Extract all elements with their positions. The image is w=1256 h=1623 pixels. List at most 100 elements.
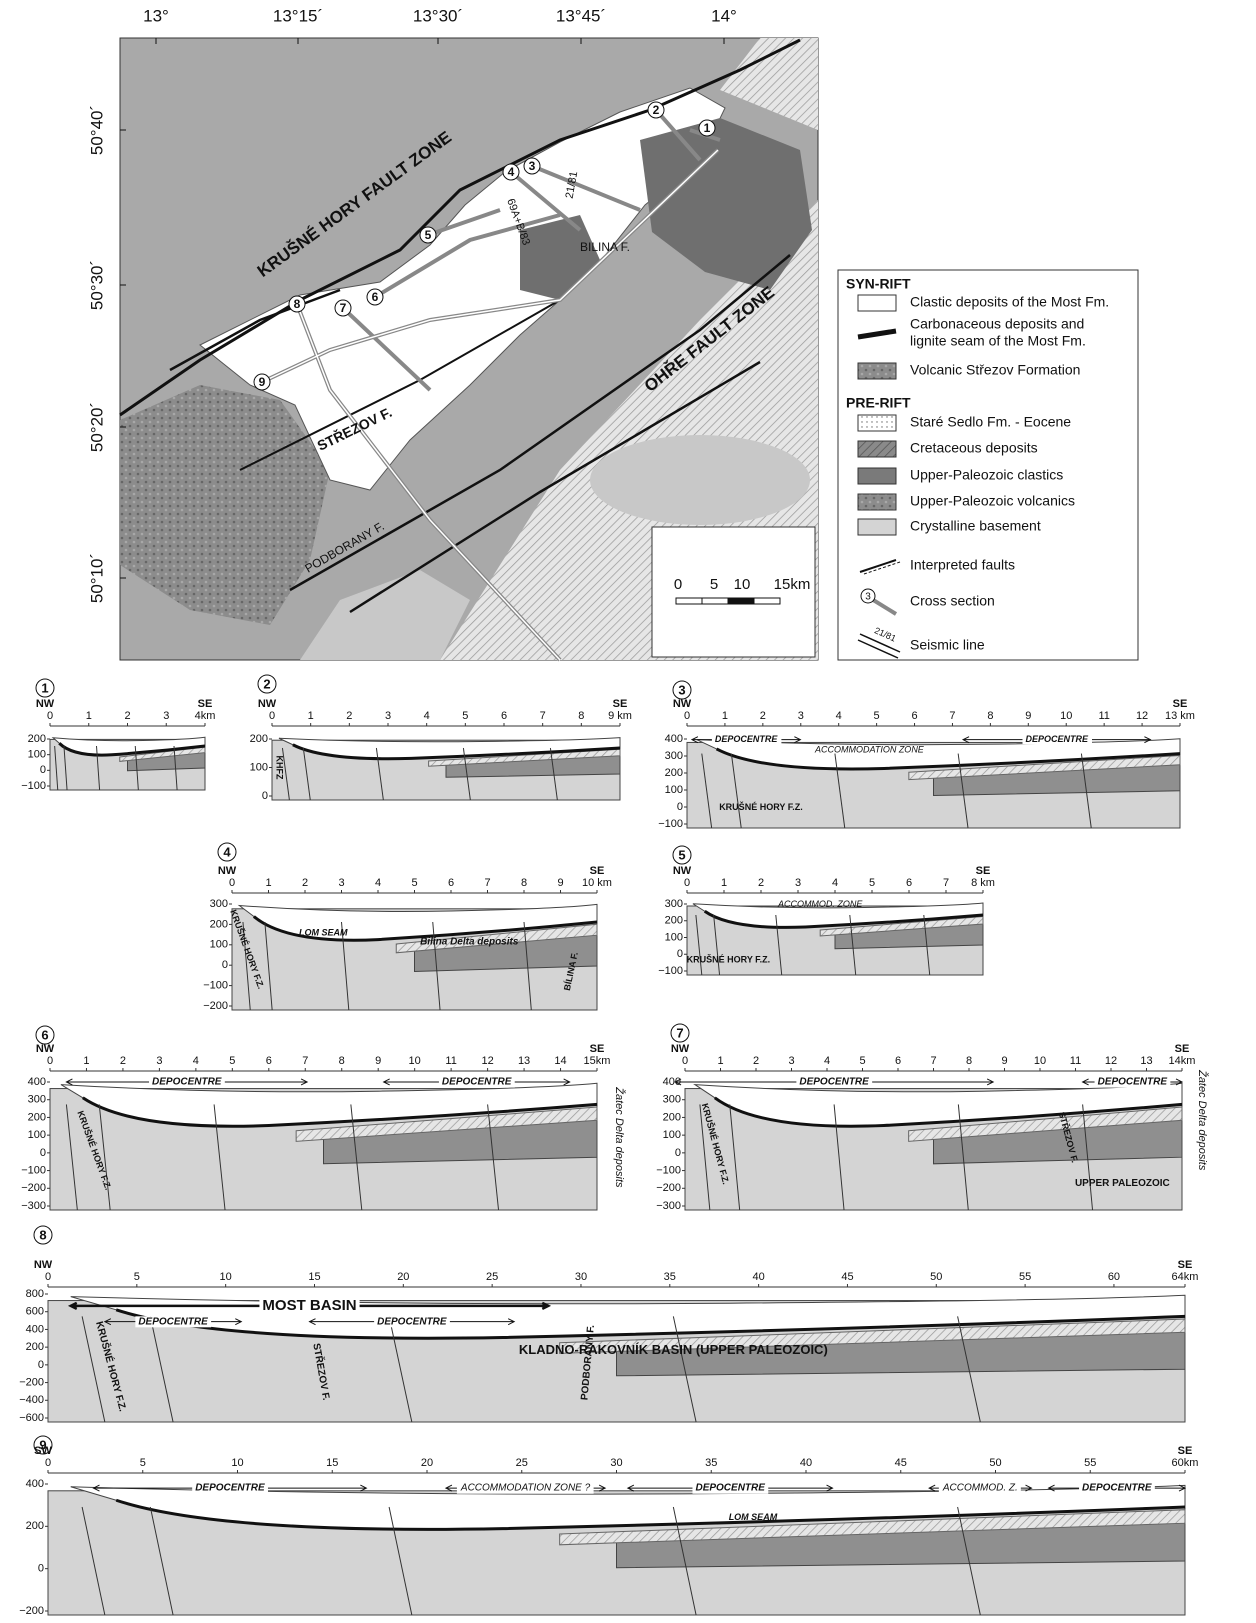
x-tick-label: 2 (120, 1055, 126, 1067)
y-tick-label: 200 (250, 733, 268, 745)
x-tick-label: 4 (193, 1055, 199, 1067)
section-annotation: LOM SEAM (299, 927, 348, 937)
direction-label: NW (36, 698, 55, 710)
x-tick-label: 45 (895, 1457, 907, 1469)
section-number: 2 (653, 103, 660, 117)
x-tick-label: 9 (1001, 1055, 1007, 1067)
x-tick-label: 9 (1025, 710, 1031, 722)
y-tick-label: −300 (656, 1200, 681, 1212)
x-tick-label: 11 (1070, 1055, 1081, 1067)
x-tick-label: 10 (220, 1271, 232, 1283)
y-tick-label: 200 (210, 918, 228, 930)
cross-section: 8NWSE05101520253035404550556064km8006004… (19, 1226, 1198, 1424)
section-annotation: MOST BASIN (262, 1297, 356, 1314)
y-tick-label: −100 (203, 980, 228, 992)
x-tick-label: 13 (1140, 1055, 1152, 1067)
x-tick-label: 3 (163, 710, 169, 722)
y-tick-label: 300 (665, 898, 683, 910)
section-annotation: KHFZ (275, 756, 285, 780)
x-tick-label: 5 (134, 1271, 140, 1283)
x-tick-label: 11 (1098, 710, 1109, 722)
legend-swatch (858, 295, 896, 311)
x-tick-label: 35 (664, 1271, 676, 1283)
x-tick-label: 12 (481, 1055, 493, 1067)
y-tick-label: 400 (28, 1076, 46, 1088)
fault-label: BILINA F. (580, 240, 630, 254)
y-tick-label: 100 (665, 931, 683, 943)
section-number: 5 (678, 847, 685, 862)
section-annotation: DEPOCENTRE (1082, 1483, 1152, 1494)
x-tick-label: 1 (86, 710, 92, 722)
x-tick-label: 12 (1105, 1055, 1117, 1067)
y-tick-label: 200 (663, 1111, 681, 1123)
y-tick-label: −100 (21, 1164, 46, 1176)
x-tick-label: 2 (758, 877, 764, 889)
legend-label: lignite seam of the Most Fm. (910, 333, 1086, 349)
y-tick-label: 800 (26, 1288, 44, 1300)
x-tick-label: 9 (375, 1055, 381, 1067)
direction-label: SE (1178, 1445, 1193, 1457)
legend-label: Volcanic Střezov Formation (910, 362, 1080, 378)
x-tick-label: 60km (1172, 1457, 1199, 1469)
direction-label: SE (1175, 1043, 1190, 1055)
y-tick-label: −200 (203, 1000, 228, 1012)
section-number: 6 (372, 290, 379, 304)
scale-segment (754, 598, 780, 604)
x-tick-label: 14km (1169, 1055, 1196, 1067)
y-tick-label: 400 (26, 1323, 44, 1335)
legend-label: Cretaceous deposits (910, 440, 1038, 456)
x-tick-label: 6 (448, 877, 454, 889)
x-tick-label: 1 (722, 710, 728, 722)
lat-label: 50°20´ (87, 402, 106, 452)
y-tick-label: 100 (250, 761, 268, 773)
legend-label: Carbonaceous deposits and (910, 316, 1084, 332)
section-annotation: DEPOCENTRE (1098, 1077, 1168, 1088)
section-number: 8 (294, 297, 301, 311)
direction-label: SE (198, 698, 213, 710)
x-tick-label: 10 (1060, 710, 1072, 722)
y-tick-label: 0 (677, 801, 683, 813)
x-tick-label: 6 (266, 1055, 272, 1067)
section-number: 6 (41, 1027, 48, 1042)
scale-label: 10 (734, 576, 751, 593)
x-tick-label: 8 (521, 877, 527, 889)
y-tick-label: 0 (675, 1147, 681, 1159)
x-tick-label: 1 (265, 877, 271, 889)
x-tick-label: 10 (231, 1457, 243, 1469)
legend-swatch (858, 494, 896, 510)
x-tick-label: 60 (1108, 1271, 1120, 1283)
x-tick-label: 6 (895, 1055, 901, 1067)
section-annotation: KRUŠNÉ HORY F.Z. (687, 953, 771, 964)
direction-label: NW (673, 698, 692, 710)
section-annotation: DEPOCENTRE (442, 1077, 512, 1088)
x-tick-label: 7 (302, 1055, 308, 1067)
x-tick-label: 8 (987, 710, 993, 722)
lat-label: 50°30´ (87, 260, 106, 310)
y-tick-label: 0 (40, 1147, 46, 1159)
cross-section: 2NWSE0123456789 km2001000KHFZ (250, 675, 632, 802)
legend-swatch (858, 468, 896, 484)
map: KRUŠNÉ HORY FAULT ZONE OHŘE FAULT ZONE S… (87, 6, 818, 660)
x-tick-label: 4 (424, 710, 430, 722)
legend-label: Clastic deposits of the Most Fm. (910, 294, 1109, 310)
direction-label: NW (36, 1043, 55, 1055)
cross-section: 4NWSE012345678910 km3002001000−100−200LO… (203, 843, 612, 1012)
x-tick-label: 1 (721, 877, 727, 889)
legend-swatch (858, 415, 896, 431)
x-tick-label: 15 (326, 1457, 338, 1469)
x-tick-label: 6 (501, 710, 507, 722)
x-tick-label: 30 (610, 1457, 622, 1469)
scale-label: 15km (774, 576, 811, 593)
x-tick-label: 0 (269, 710, 275, 722)
section-number: 2 (263, 676, 270, 691)
section-annotation: DEPOCENTRE (377, 1316, 447, 1327)
cross-section: 3NWSE012345678910111213 km4003002001000−… (658, 681, 1195, 830)
y-tick-label: 0 (222, 959, 228, 971)
y-tick-label: 100 (210, 939, 228, 951)
x-tick-label: 9 km (608, 710, 632, 722)
section-annotation: Žatec Delta deposits (613, 1086, 626, 1188)
section-number: 1 (704, 121, 711, 135)
y-tick-label: 100 (663, 1129, 681, 1141)
y-tick-label: 200 (26, 1341, 44, 1353)
cross-section: 6NWSE0123456789101112131415km40030020010… (21, 1026, 626, 1212)
